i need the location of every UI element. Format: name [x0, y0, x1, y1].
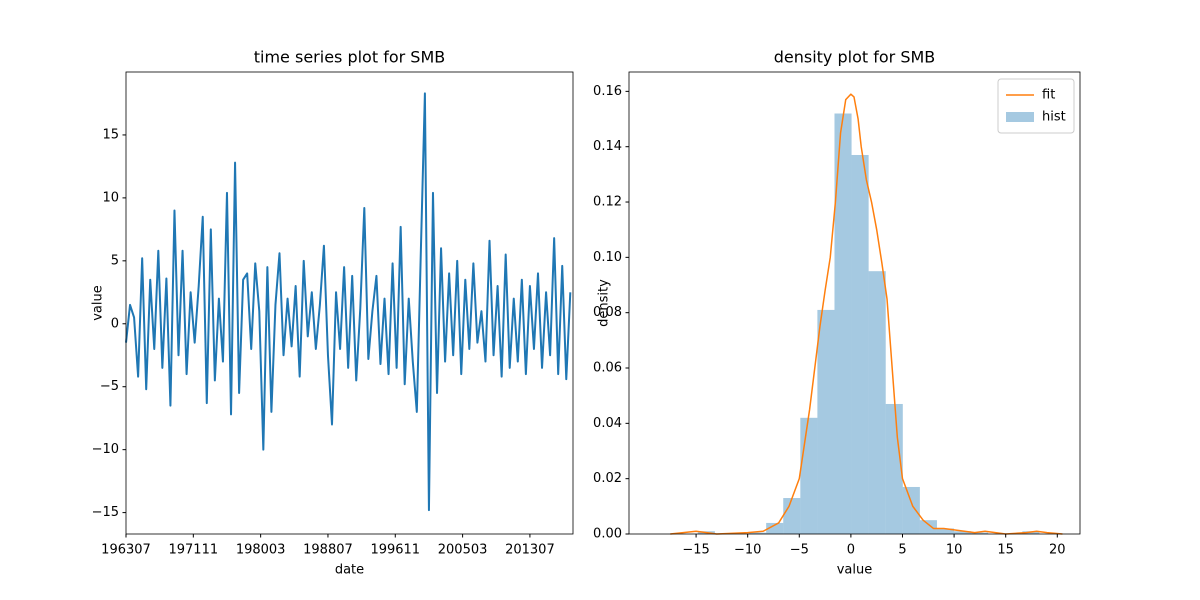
hist-bar — [749, 532, 767, 534]
y-tick-label: 0.14 — [593, 139, 622, 154]
y-tick-label: 0.06 — [593, 361, 622, 376]
legend-swatch — [1006, 112, 1034, 122]
y-axis-label: density — [597, 279, 612, 327]
y-tick-label: −5 — [100, 379, 119, 394]
x-tick-label: 0 — [847, 543, 855, 558]
hist-bar — [954, 531, 972, 534]
x-tick-label: 10 — [946, 543, 963, 558]
hist-bar — [783, 498, 801, 534]
x-tick-label: 200503 — [438, 543, 488, 558]
axes: 196307 197111 198003 198807 199611 200503 2013… — [91, 48, 574, 578]
y-tick-label: 5 — [111, 253, 119, 268]
hist-bar — [971, 532, 989, 534]
hist-bar — [851, 154, 869, 534]
y-tick-label: 0.02 — [593, 471, 622, 486]
legend-label: hist — [1042, 110, 1066, 125]
y-tick-label: 0.10 — [593, 250, 622, 265]
chart-title: density plot for SMB — [774, 48, 936, 67]
y-tick-label: 0.04 — [593, 416, 622, 431]
x-tick-label: 5 — [898, 543, 906, 558]
y-tick-label: 0.08 — [593, 305, 622, 320]
y-tick-label: 0.00 — [593, 527, 622, 542]
series-line — [125, 92, 572, 512]
y-tick-label: 0 — [111, 316, 119, 331]
y-tick-label: 10 — [102, 190, 119, 205]
y-tick-label: −10 — [92, 442, 119, 457]
x-tick-label: 196307 — [101, 543, 151, 558]
hist-bar — [766, 522, 784, 534]
x-tick-label: 198807 — [303, 543, 353, 558]
chart-title: time series plot for SMB — [254, 48, 445, 67]
x-tick-label: −15 — [682, 543, 709, 558]
hist-bar — [885, 403, 903, 534]
hist-bar — [834, 113, 852, 534]
x-axis-label: date — [335, 563, 364, 578]
axes-frame — [125, 71, 574, 535]
axes-frame — [628, 71, 1081, 535]
x-tick-label: 197111 — [168, 543, 218, 558]
x-tick-label: 20 — [1049, 543, 1066, 558]
legend-label: fit — [1042, 88, 1055, 103]
axes: −15 −10 −5 0 5 10 15 20 0.00 0.02 0.04 0.06 0.08 0.10… — [593, 48, 1081, 578]
x-tick-label: 198003 — [236, 543, 286, 558]
hist-bar — [936, 528, 955, 534]
hist-bar — [919, 520, 937, 534]
hist-bar — [902, 486, 920, 534]
y-tick-label: 15 — [102, 127, 119, 142]
x-tick-label: 199611 — [370, 543, 420, 558]
hist-bar — [817, 309, 835, 534]
y-tick-label: 0.12 — [593, 195, 622, 210]
x-tick-label: 15 — [997, 543, 1014, 558]
fit-line — [670, 93, 1063, 535]
x-tick-label: −5 — [790, 543, 809, 558]
x-tick-label: 201307 — [505, 543, 555, 558]
legend-box — [997, 78, 1075, 134]
y-axis-label: value — [91, 285, 106, 321]
hist-bar — [800, 417, 818, 534]
x-tick-label: −10 — [734, 543, 761, 558]
y-tick-label: 0.16 — [593, 84, 622, 99]
x-axis-label: value — [837, 563, 873, 578]
y-tick-label: −15 — [92, 505, 119, 520]
hist-bar — [868, 271, 886, 534]
